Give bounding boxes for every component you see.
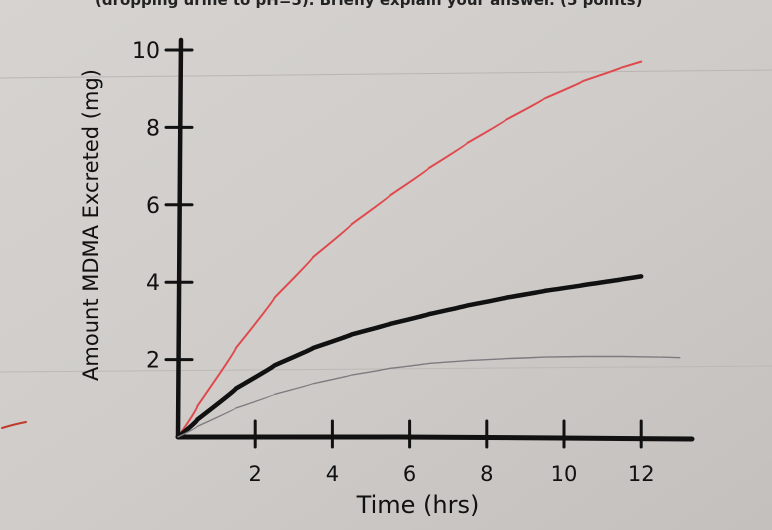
- y-axis-line: [175, 37, 184, 440]
- y-axis-label: Amount MDMA Excreted (mg): [79, 69, 103, 381]
- x-tick-label: 8: [480, 462, 493, 486]
- y-tick-label: 6: [146, 194, 160, 219]
- x-tick-label: 4: [326, 462, 339, 486]
- plot-area: 2 4 6 8 10 2 4 6 8 10 12: [132, 37, 695, 486]
- series-line-2: [175, 274, 644, 440]
- y-tick-label: 4: [146, 271, 160, 296]
- margin-mark: [1, 421, 27, 429]
- x-tick-label: 10: [551, 462, 578, 486]
- x-tick-label: 2: [249, 462, 262, 486]
- series-line-3: [177, 355, 681, 438]
- y-tick-label: 2: [146, 349, 160, 374]
- series-line-1: [177, 60, 643, 438]
- header-text: (dropping urine to pH=5). Briefly explai…: [95, 0, 642, 9]
- x-axis-label: Time (hrs): [356, 491, 480, 519]
- x-tick-label: 6: [403, 462, 416, 486]
- paper-fold: [0, 69, 772, 79]
- x-tick-label: 12: [628, 462, 655, 486]
- x-axis-line: [175, 434, 695, 442]
- y-tick-label: 8: [146, 116, 160, 141]
- y-tick-label: 10: [132, 39, 160, 64]
